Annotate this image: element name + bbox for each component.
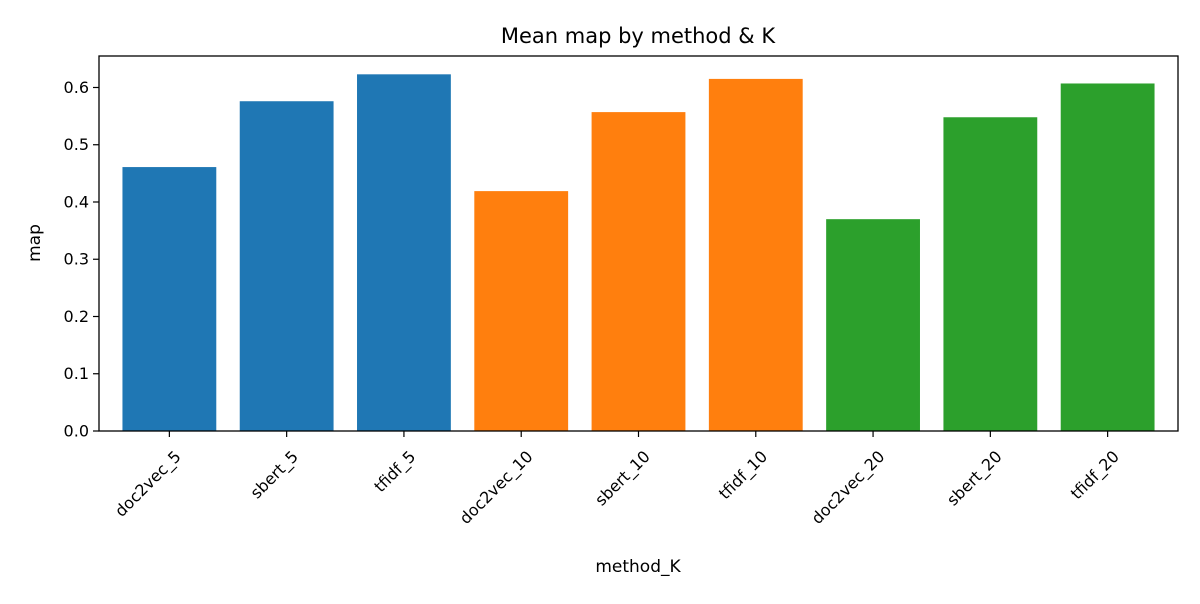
- x-tick-label: doc2vec_5: [111, 447, 185, 521]
- x-tick-label: doc2vec_10: [456, 447, 538, 529]
- x-tick-label: tfidf_5: [370, 447, 420, 497]
- x-tick-label: sbert_5: [247, 447, 303, 503]
- y-tick-label: 0.0: [64, 422, 89, 441]
- plot-frame: [98, 55, 1179, 432]
- x-tick-label: sbert_20: [943, 447, 1006, 510]
- bar-doc2vec_5: [122, 167, 217, 431]
- bar-tfidf_10: [708, 78, 803, 432]
- x-tick-label: tfidf_20: [1067, 447, 1124, 504]
- x-axis: doc2vec_5 sbert_5 tfidf_5 doc2vec_10 sbert_1…: [111, 431, 1124, 528]
- chart-title: Mean map by method & K: [501, 24, 776, 48]
- x-tick-label: doc2vec_20: [807, 447, 889, 529]
- bar-doc2vec_20: [826, 219, 920, 431]
- y-tick-label: 0.5: [64, 135, 89, 154]
- bar-doc2vec_10: [474, 191, 569, 431]
- bar-sbert_20: [943, 117, 1038, 431]
- bar-sbert_5: [239, 101, 334, 431]
- bar-tfidf_20: [1060, 83, 1155, 431]
- bars-group: [122, 74, 1155, 432]
- y-axis-label: map: [25, 224, 45, 262]
- y-tick-label: 0.6: [64, 78, 89, 97]
- y-tick-label: 0.4: [64, 192, 89, 211]
- bar-tfidf_5: [357, 74, 451, 431]
- bar-sbert_10: [591, 112, 686, 431]
- y-tick-label: 0.1: [64, 364, 89, 383]
- x-tick-label: sbert_10: [591, 447, 654, 510]
- x-tick-label: tfidf_10: [715, 447, 772, 504]
- y-axis: 0.0 0.1 0.2 0.3 0.4 0.5 0.6: [64, 78, 99, 441]
- x-axis-label: method_K: [595, 557, 681, 577]
- y-tick-label: 0.3: [64, 250, 89, 269]
- y-tick-label: 0.2: [64, 307, 89, 326]
